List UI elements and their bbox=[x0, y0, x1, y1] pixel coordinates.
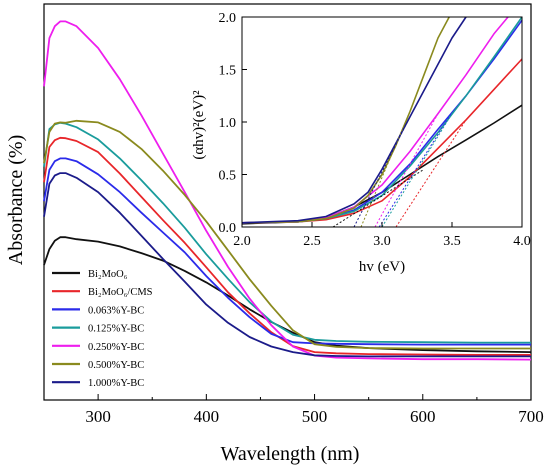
inset-y-tick-label: 2.0 bbox=[219, 11, 237, 26]
inset-series-lines bbox=[241, 16, 523, 225]
main-x-tick-label: 700 bbox=[518, 407, 544, 426]
inset-x-axis: 2.0 2.5 3.0 3.5 4.0 bbox=[233, 222, 531, 249]
main-plot-frame bbox=[43, 3, 532, 401]
main-x-tick-label: 500 bbox=[302, 407, 328, 426]
inset-y-axis-label: (αhv)²(eV)² bbox=[191, 90, 207, 160]
inset-x-tick-label: 3.5 bbox=[443, 234, 461, 249]
inset-y-tick-label: 1.5 bbox=[219, 64, 237, 79]
main-y-axis-label: Absorbance (%) bbox=[5, 135, 27, 266]
main-chart: 300 400 500 600 700 Wavelength (nm) Absorban… bbox=[5, 3, 544, 465]
main-x-axis-label: Wavelength (nm) bbox=[221, 443, 360, 465]
main-series-line-5 bbox=[43, 20, 532, 361]
main-x-tick-label: 400 bbox=[194, 407, 220, 426]
inset-series-line-6 bbox=[241, 16, 450, 224]
inset-series-line-7 bbox=[241, 16, 467, 224]
legend-label-1: Bi₂MoO₆ bbox=[88, 269, 128, 280]
inset-x-tick-label: 2.0 bbox=[233, 234, 251, 249]
inset-y-tick-label: 1.0 bbox=[219, 116, 237, 131]
legend-label-5: 0.250%Y-BC bbox=[88, 342, 144, 353]
inset-y-axis: 0.0 0.5 1.0 1.5 2.0 bbox=[219, 11, 247, 236]
inset-y-tick-label: 0.5 bbox=[219, 169, 237, 184]
legend-label-6: 0.500%Y-BC bbox=[88, 360, 144, 371]
inset-x-tick-label: 3.0 bbox=[373, 234, 391, 249]
inset-tangent-line-3 bbox=[378, 112, 453, 228]
main-series-line-2 bbox=[43, 136, 531, 356]
legend: Bi₂MoO₆ Bi₂MoO₆/CMS 0.063%Y-BC 0.125%Y-BC 0.… bbox=[52, 269, 153, 389]
inset-tangent-line-6 bbox=[360, 111, 411, 228]
main-series-lines bbox=[43, 20, 532, 361]
inset-chart: 2.0 2.5 3.0 3.5 4.0 0.00.51.01.52.0 hv (eV) … bbox=[191, 11, 531, 275]
inset-x-tick-label: 2.5 bbox=[303, 234, 321, 249]
legend-label-7: 1.000%Y-BC bbox=[88, 378, 144, 389]
main-x-tick-label: 300 bbox=[85, 407, 111, 426]
inset-x-tick-label: 4.0 bbox=[513, 234, 531, 249]
inset-tangent-line-5 bbox=[374, 113, 439, 228]
inset-x-axis-label: hv (eV) bbox=[359, 259, 405, 275]
main-x-axis: 300 400 500 600 700 bbox=[85, 394, 544, 426]
inset-y-tick-label: 0.0 bbox=[219, 221, 237, 236]
inset-tangent-lines bbox=[332, 111, 467, 228]
legend-label-2: Bi₂MoO₆/CMS bbox=[88, 287, 153, 298]
inset-tangent-line-7 bbox=[353, 116, 411, 228]
legend-label-3: 0.063%Y-BC bbox=[88, 305, 144, 316]
inset-tangent-line-2 bbox=[395, 119, 467, 228]
main-x-tick-label: 600 bbox=[410, 407, 436, 426]
inset-tangent-line-1 bbox=[332, 168, 425, 228]
main-series-line-3 bbox=[43, 157, 531, 346]
legend-label-4: 0.125%Y-BC bbox=[88, 324, 144, 335]
main-series-line-7 bbox=[43, 172, 531, 358]
main-series-line-6 bbox=[43, 119, 531, 350]
